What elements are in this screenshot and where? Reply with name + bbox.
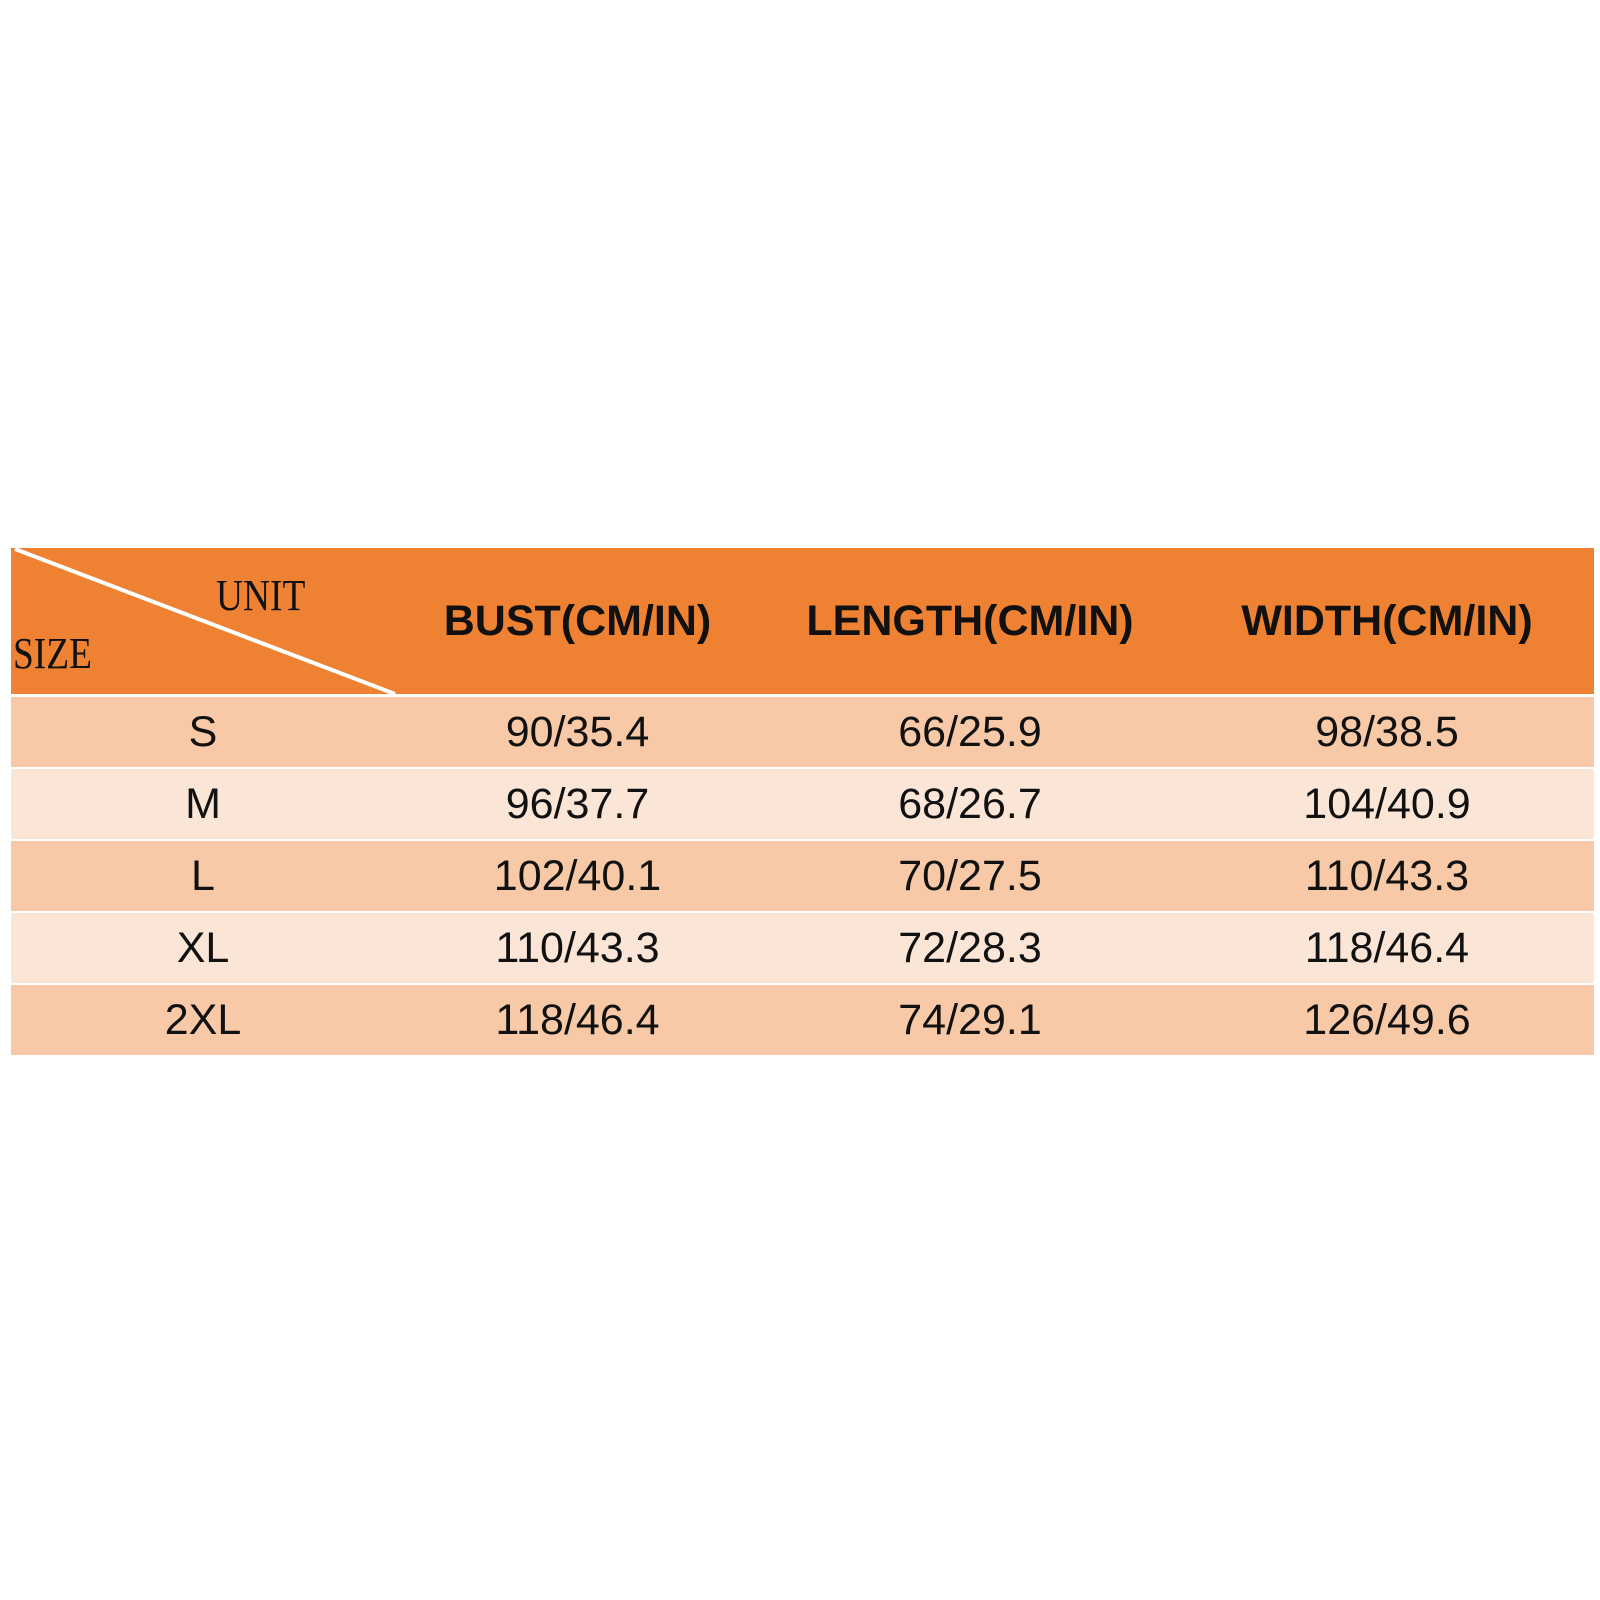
cell-length: 68/26.7: [898, 779, 1042, 828]
cell-width: 110/43.3: [1304, 851, 1470, 900]
size-chart-table: UNIT SIZE BUST(CM/IN) LENGTH(CM/IN) WIDT…: [11, 548, 1594, 1055]
table-row: XL 110/43.3 72/28.3 118/46.4: [11, 913, 1594, 983]
cell-bust: 102/40.1: [493, 851, 662, 900]
table-row: M 96/37.7 68/26.7 104/40.9: [11, 769, 1594, 839]
cell-length: 66/25.9: [898, 707, 1042, 756]
cell-bust: 90/35.4: [505, 707, 650, 756]
cell-length: 74/29.1: [898, 995, 1042, 1044]
cell-size: S: [188, 707, 218, 756]
cell-size: XL: [176, 923, 230, 972]
table-row: L 102/40.1 70/27.5 110/43.3: [11, 841, 1594, 911]
cell-bust: 96/37.7: [505, 779, 650, 828]
cell-bust: 118/46.4: [495, 995, 660, 1044]
cell-size: M: [185, 779, 221, 828]
cell-bust: 110/43.3: [495, 923, 660, 972]
column-header-length: LENGTH(CM/IN): [806, 596, 1134, 645]
table-row: 2XL 118/46.4 74/29.1 126/49.6: [11, 985, 1594, 1055]
column-header-width: WIDTH(CM/IN): [1241, 596, 1533, 645]
cell-length: 72/28.3: [898, 923, 1042, 972]
cell-length: 70/27.5: [898, 851, 1042, 900]
diagonal-divider: [14, 548, 396, 696]
cell-size: 2XL: [164, 995, 242, 1044]
cell-width: 126/49.6: [1303, 995, 1471, 1044]
cell-width: 104/40.9: [1303, 779, 1471, 828]
column-header-bust: BUST(CM/IN): [443, 596, 712, 645]
unit-label: UNIT: [216, 571, 306, 620]
cell-width: 98/38.5: [1315, 707, 1459, 756]
cell-width: 118/46.4: [1304, 923, 1470, 972]
cell-size: L: [191, 851, 215, 900]
table-row: S 90/35.4 66/25.9 98/38.5: [11, 697, 1594, 767]
size-label: SIZE: [13, 629, 92, 678]
table-header: UNIT SIZE BUST(CM/IN) LENGTH(CM/IN) WIDT…: [11, 548, 1594, 696]
